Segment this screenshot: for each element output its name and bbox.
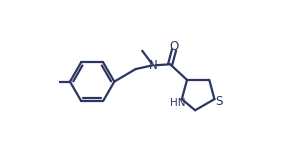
Text: S: S bbox=[215, 95, 222, 108]
Text: N: N bbox=[148, 59, 157, 72]
Text: O: O bbox=[170, 40, 179, 53]
Text: HN: HN bbox=[170, 98, 185, 108]
